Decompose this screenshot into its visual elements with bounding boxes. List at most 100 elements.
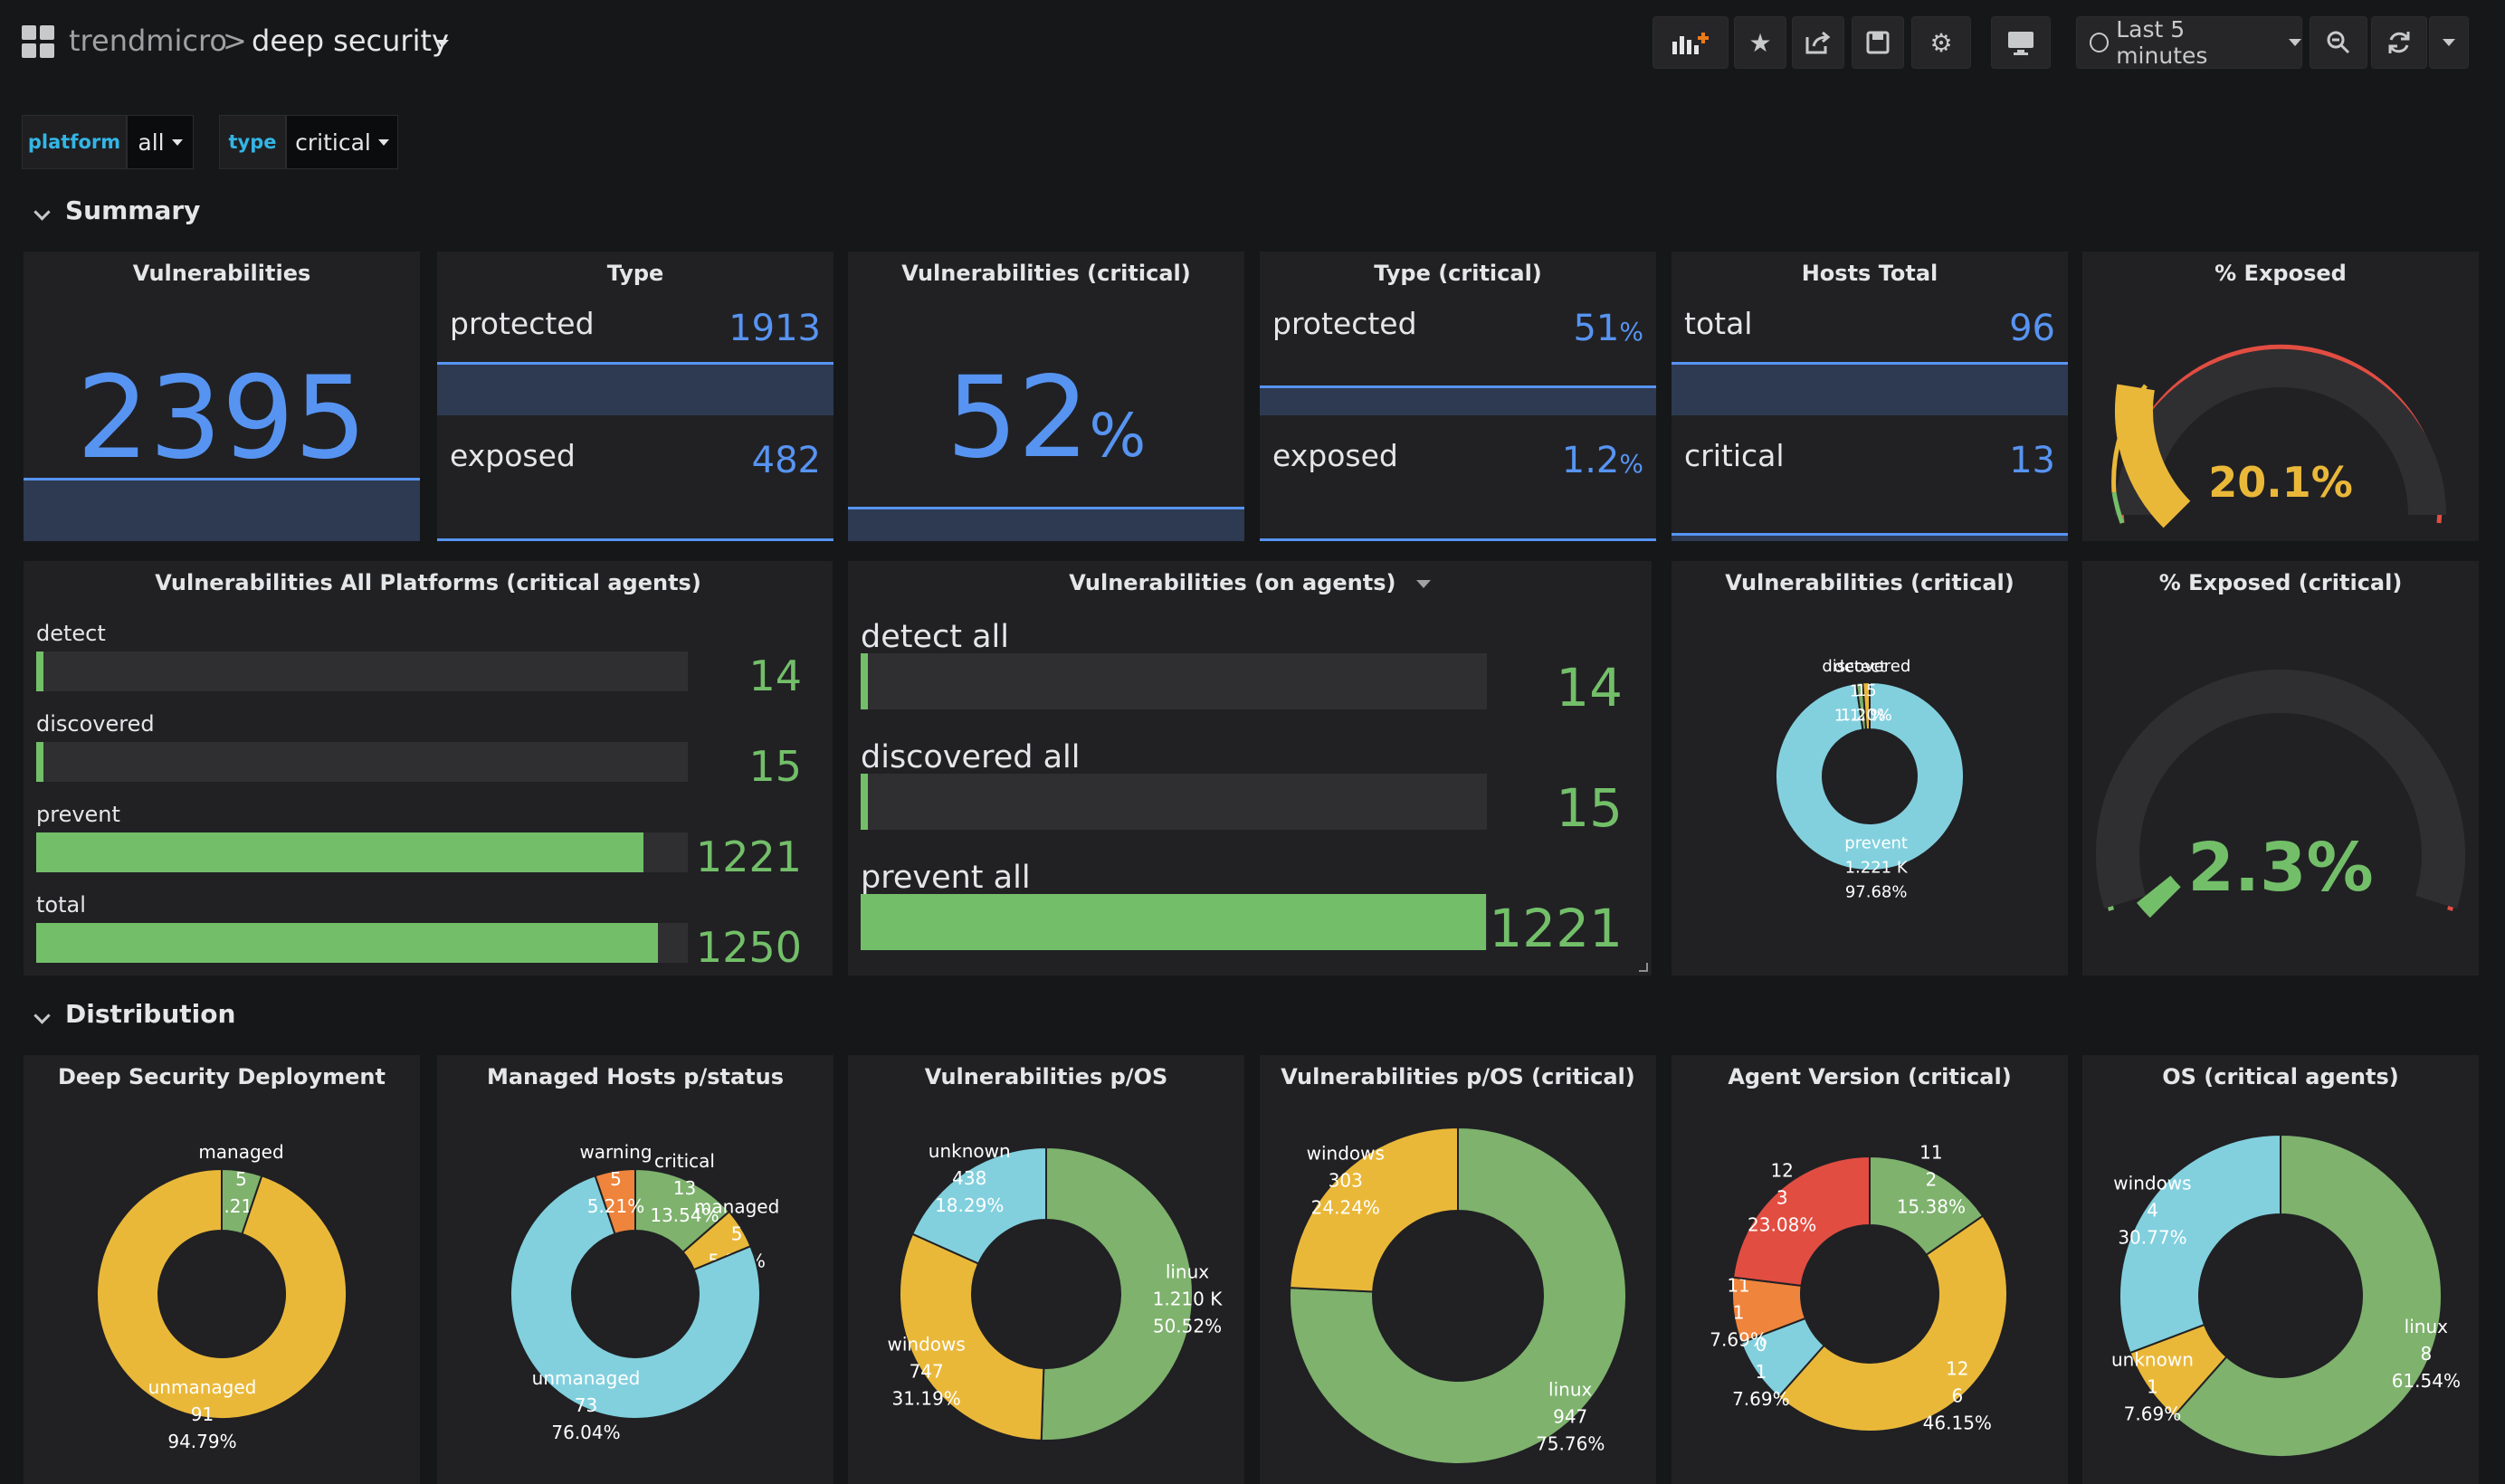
gauge-threshold-yellow: [2111, 384, 2148, 493]
breadcrumb-org[interactable]: trendmicro: [69, 24, 227, 58]
bar-track: [36, 923, 688, 963]
pie-label: 12 3 23.08%: [1748, 1160, 1816, 1236]
star-button[interactable]: ★: [1734, 16, 1786, 69]
pie-chart: linux 1.210 K 50.52% windows 747 31.19% unknow…: [888, 1140, 1224, 1441]
save-button[interactable]: [1852, 16, 1904, 69]
sparkline-area: [848, 507, 1244, 541]
pie-slice-linux[interactable]: [1289, 1126, 1627, 1465]
gauge-value: 20.1%: [2208, 458, 2353, 507]
pie-label: unknown 1 7.69%: [2111, 1349, 2194, 1425]
gauge-svg: [2096, 670, 2465, 918]
caret-down-icon: [2289, 39, 2301, 46]
stat-row-label: protected: [1272, 306, 1417, 341]
pie-label: 11 2 15.38%: [1897, 1142, 1966, 1218]
time-picker-button[interactable]: Last 5 minutes: [2076, 16, 2302, 69]
row-title: Distribution: [65, 999, 236, 1029]
variable-select-platform[interactable]: all: [127, 115, 194, 169]
pie-chart: 11 2 15.38% 12 6 46.15% 0 1 7.69%11 1 7.69% 12 3 23.0…: [1710, 1142, 2009, 1433]
panel-vulns-on-agents: Vulnerabilities (on agents) detect all 14…: [848, 561, 1652, 975]
caret-down-icon[interactable]: [436, 40, 449, 47]
gauge-svg: [2111, 344, 2446, 528]
chevron-down-icon: [33, 1007, 51, 1024]
panel-vulns-per-os-critical: Vulnerabilities p/OS (critical) linux 947…: [1260, 1055, 1656, 1484]
bar-fill: [861, 653, 868, 709]
stat-row-value: 482: [751, 440, 821, 481]
bar-label: discovered: [36, 711, 155, 737]
sparkline-area: [437, 362, 833, 415]
pie-label: linux 8 61.54%: [2392, 1316, 2461, 1392]
pie-slice-prevent[interactable]: [1775, 680, 1965, 871]
bar-fill: [36, 923, 659, 963]
bar-track: [36, 652, 688, 691]
bar-value: 14: [1556, 657, 1623, 718]
settings-button[interactable]: ⚙: [1911, 16, 1971, 69]
panel-deployment: Deep Security Deployment managed 5 5.21% un…: [24, 1055, 420, 1484]
panel-title: Hosts Total: [1801, 261, 1938, 286]
panel-title: % Exposed: [2214, 261, 2347, 286]
sparkline-area: [437, 538, 833, 541]
bar-value: 1221: [1489, 898, 1623, 959]
monitor-icon: [2008, 32, 2034, 55]
sparkline-area: [1260, 538, 1656, 541]
panel-vulns-critical-pie: Vulnerabilities (critical) prevent 1.221 …: [1672, 561, 2068, 975]
tv-mode-button[interactable]: [1991, 16, 2051, 69]
dashboard-title[interactable]: deep security: [252, 24, 449, 58]
pie-slice-windows[interactable]: [1289, 1126, 1459, 1293]
stat-row-value: 51%: [1573, 308, 1643, 349]
pie-chart: prevent 1.221 K 97.68%detect 14 1.12%discove…: [1775, 657, 1965, 902]
pie-slice-discovered[interactable]: [1862, 680, 1871, 731]
pie-label: linux 1.210 K 50.52%: [1153, 1261, 1224, 1337]
pie-label: windows 303 24.24%: [1307, 1143, 1385, 1219]
zoom-out-button[interactable]: [2310, 16, 2367, 69]
panel-exposed-gauge: % Exposed 20.1%: [2082, 252, 2479, 541]
pie-label: 0 1 7.69%: [1732, 1334, 1790, 1410]
panel-title: Vulnerabilities p/OS: [924, 1064, 1168, 1089]
panel-vulnerabilities: Vulnerabilities 2395: [24, 252, 420, 541]
sparkline-area: [1672, 533, 2068, 541]
pie-slice-unmanaged[interactable]: [96, 1167, 348, 1420]
bar-value: 1250: [695, 923, 802, 972]
pie-slice-warning[interactable]: [594, 1167, 636, 1235]
stat-row-value: 1.2%: [1562, 440, 1643, 481]
panel-vulns-per-os: Vulnerabilities p/OS linux 1.210 K 50.52% w…: [848, 1055, 1244, 1484]
bar-track: [861, 653, 1487, 709]
variable-select-type[interactable]: critical: [286, 115, 398, 169]
panel-title: Type (critical): [1374, 261, 1542, 286]
pie-slice-unknown[interactable]: [910, 1146, 1047, 1265]
sparkline-area: [24, 478, 420, 541]
panel-exposed-critical-gauge: % Exposed (critical) 2.3%: [2082, 561, 2479, 975]
panel-title: Vulnerabilities (on agents): [1069, 570, 1396, 595]
pie-slice-unmanaged[interactable]: [510, 1175, 761, 1420]
bar-track: [36, 742, 688, 782]
share-button[interactable]: [1792, 16, 1844, 69]
pie-slice-linux[interactable]: [2172, 1133, 2443, 1458]
refresh-icon: [2388, 32, 2410, 53]
panel-title: Vulnerabilities: [132, 261, 311, 286]
row-summary-toggle[interactable]: Summary: [33, 195, 233, 233]
stat-row-label: total: [1684, 306, 1753, 341]
pie-chart: linux 947 75.76% windows 303 24.24%: [1289, 1126, 1627, 1465]
pie-slice-windows[interactable]: [899, 1232, 1045, 1441]
pie-slice-12[interactable]: [1776, 1214, 2009, 1432]
dashboards-grid-icon[interactable]: [22, 25, 54, 58]
pie-slice-12[interactable]: [1731, 1155, 1871, 1287]
time-range-label: Last 5 minutes: [2116, 16, 2208, 69]
pie-slice-linux[interactable]: [1040, 1146, 1194, 1441]
pie-label: windows 4 30.77%: [2113, 1172, 2191, 1248]
zoom-out-icon: [2327, 31, 2350, 54]
bar-fill: [36, 742, 44, 782]
resize-handle-icon[interactable]: [1639, 963, 1648, 972]
row-distribution-toggle[interactable]: Distribution: [33, 999, 270, 1037]
add-panel-icon: [1672, 33, 1709, 54]
bar-label: detect: [36, 621, 106, 646]
panel-title-dropdown[interactable]: Vulnerabilities (on agents): [848, 570, 1652, 595]
refresh-interval-button[interactable]: [2429, 16, 2469, 69]
pie-slice-windows[interactable]: [2119, 1133, 2281, 1355]
add-panel-button[interactable]: [1653, 16, 1729, 69]
pie-label: unmanaged 91 94.79%: [148, 1376, 257, 1452]
pie-label: discovered 15 1.20%: [1822, 657, 1910, 725]
gauge-value: 2.3%: [2187, 829, 2374, 907]
gauge-threshold-green: [2111, 491, 2125, 524]
refresh-button[interactable]: [2371, 16, 2427, 69]
variable-label-type: type: [219, 115, 286, 169]
